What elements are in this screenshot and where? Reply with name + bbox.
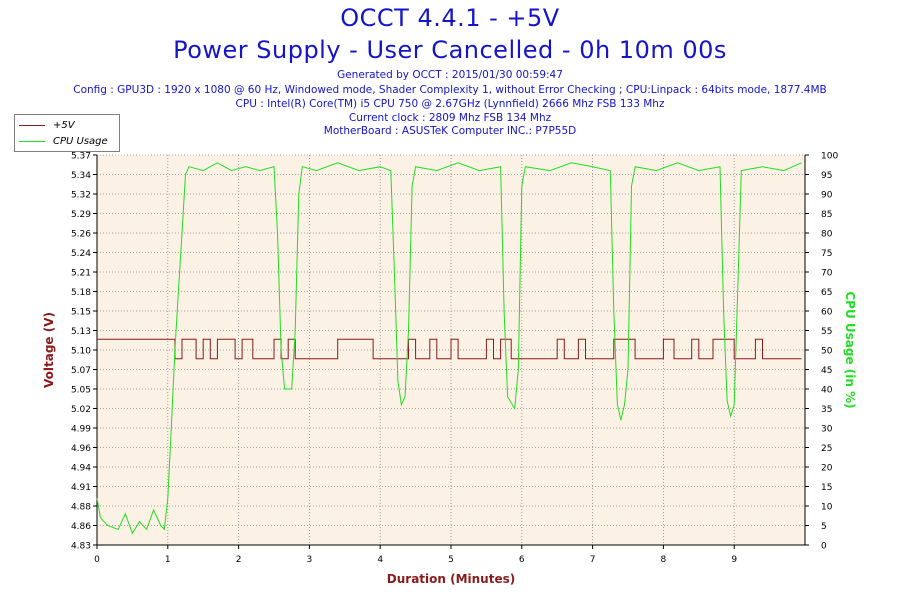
series-cpu-line: [96, 162, 802, 535]
legend-item-voltage: +5V: [19, 118, 75, 132]
y-left-tick-label: 5.18: [71, 288, 91, 298]
legend-swatch-cpu: [19, 140, 45, 142]
y-left-tick-label: 5.02: [71, 405, 91, 415]
legend-label-cpu: CPU Usage: [53, 135, 108, 147]
y-right-tick-label: 95: [821, 171, 832, 181]
y-left-tick-label: 4.86: [71, 522, 91, 532]
chart-title: OCCT 4.4.1 - +5V: [340, 4, 560, 32]
y-right-tick-label: 60: [821, 308, 833, 318]
y-right-tick-label: 55: [821, 327, 832, 337]
y-left-tick-label: 4.83: [71, 542, 91, 552]
x-tick-label: 7: [590, 555, 596, 565]
y-left-tick-label: 5.24: [71, 249, 91, 259]
x-axis-title: Duration (Minutes): [387, 572, 515, 586]
y-right-tick-label: 15: [821, 483, 832, 493]
y-right-tick-label: 5: [821, 522, 827, 532]
y-left-tick-label: 4.91: [71, 483, 91, 493]
y-right-tick-label: 75: [821, 249, 832, 259]
legend-label-voltage: +5V: [53, 119, 75, 131]
x-tick-label: 8: [661, 555, 667, 565]
x-tick-label: 6: [519, 555, 525, 565]
y-right-tick-label: 50: [821, 347, 833, 357]
clock-line: Current clock : 2809 Mhz FSB 134 Mhz: [348, 112, 552, 124]
y-left-tick-label: 5.21: [71, 269, 91, 279]
x-tick-label: 5: [448, 555, 454, 565]
x-tick-label: 1: [165, 555, 171, 565]
y-left-tick-label: 5.37: [71, 152, 91, 162]
y-left-tick-label: 5.29: [71, 210, 91, 220]
y-right-tick-label: 70: [821, 269, 833, 279]
y-right-tick-label: 80: [821, 230, 833, 240]
y-right-tick-label: 65: [821, 288, 832, 298]
x-tick-label: 4: [377, 555, 383, 565]
y-right-tick-label: 0: [821, 542, 827, 552]
x-tick-label: 0: [94, 555, 100, 565]
y-left-tick-label: 5.32: [71, 191, 91, 201]
config-line: Config : GPU3D : 1920 x 1080 @ 60 Hz, Wi…: [73, 84, 827, 96]
cpu-line: CPU : Intel(R) Core(TM) i5 CPU 750 @ 2.6…: [235, 98, 665, 110]
legend-swatch-voltage: [19, 124, 45, 126]
x-tick-label: 3: [307, 555, 313, 565]
y-right-tick-label: 40: [821, 386, 833, 396]
y-axis-right-title: CPU Usage (in %): [843, 291, 857, 408]
y-left-tick-label: 4.99: [71, 425, 91, 435]
y-right-tick-label: 30: [821, 425, 833, 435]
y-left-tick-label: 4.88: [71, 503, 91, 513]
y-left-tick-label: 4.94: [71, 464, 91, 474]
legend: +5V CPU Usage: [14, 114, 120, 152]
y-left-tick-label: 4.96: [71, 444, 91, 454]
y-left-tick-label: 5.26: [71, 230, 91, 240]
y-left-tick-label: 5.07: [71, 366, 91, 376]
y-right-tick-label: 45: [821, 366, 832, 376]
generated-line: Generated by OCCT : 2015/01/30 00:59:47: [337, 69, 563, 81]
series-voltage-line: [97, 338, 802, 360]
y-left-tick-label: 5.05: [71, 386, 91, 396]
y-right-tick-label: 100: [821, 152, 838, 162]
motherboard-line: MotherBoard : ASUSTeK Computer INC.: P7P…: [323, 125, 577, 137]
y-axis-left-title: Voltage (V): [42, 312, 56, 388]
y-left-tick-label: 5.10: [71, 347, 91, 357]
chart-subtitle: Power Supply - User Cancelled - 0h 10m 0…: [173, 36, 727, 64]
y-left-tick-label: 5.34: [71, 171, 91, 181]
y-right-tick-label: 85: [821, 210, 832, 220]
y-right-tick-label: 10: [821, 503, 833, 513]
y-right-tick-label: 20: [821, 464, 833, 474]
y-right-tick-label: 35: [821, 405, 832, 415]
y-left-tick-label: 5.13: [71, 327, 91, 337]
y-right-tick-label: 90: [821, 191, 833, 201]
legend-item-cpu: CPU Usage: [19, 134, 108, 148]
x-tick-label: 2: [236, 555, 242, 565]
x-tick-label: 9: [731, 555, 737, 565]
y-left-tick-label: 5.15: [71, 308, 91, 318]
y-right-tick-label: 25: [821, 444, 832, 454]
